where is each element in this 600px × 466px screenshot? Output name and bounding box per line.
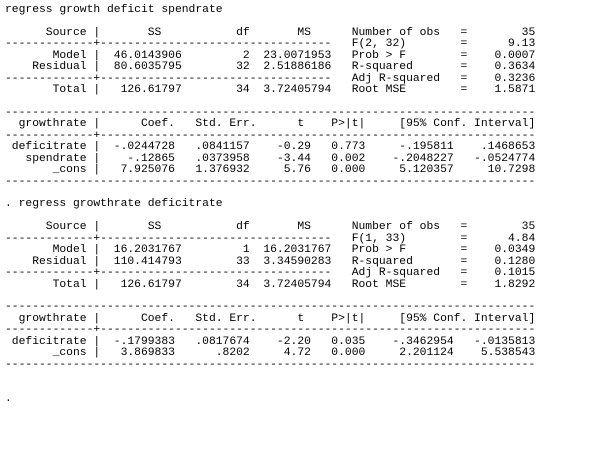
coef-row-cons: _cons | 3.869833 .8202 4.72 0.000 2.2011… bbox=[5, 347, 536, 360]
command-line: . regress growthrate deficitrate bbox=[5, 198, 223, 211]
anova-residual-row: Residual | 80.6035795 32 2.51886186 R-sq… bbox=[5, 61, 536, 74]
coef-row-cons: _cons | 7.925076 1.376932 5.76 0.000 5.1… bbox=[5, 164, 536, 177]
anova-total-row: Total | 126.61797 34 3.72405794 Root MSE… bbox=[5, 84, 536, 97]
coef-table-divider-row: -------------+--------------------------… bbox=[5, 324, 536, 337]
anova-divider-row: -------------+--------------------------… bbox=[5, 72, 536, 85]
anova-model-row: Model | 16.2031767 1 16.2031767 Prob > F… bbox=[5, 244, 536, 257]
coef-row-spendrate: spendrate | -.12865 .0373958 -3.44 0.002… bbox=[5, 152, 536, 165]
coef-row-deficitrate: deficitrate | -.1799383 .0817674 -2.20 0… bbox=[5, 335, 536, 348]
anova-total-row: Total | 126.61797 34 3.72405794 Root MSE… bbox=[5, 278, 536, 291]
coef-table-bottom-rule: ----------------------------------------… bbox=[5, 175, 536, 188]
anova-divider-row: -------------+--------------------------… bbox=[5, 232, 536, 245]
anova-residual-row: Residual | 110.414793 33 3.34590283 R-sq… bbox=[5, 255, 536, 268]
anova-model-row: Model | 46.0143906 2 23.0071953 Prob > F… bbox=[5, 49, 536, 62]
blank-line bbox=[5, 371, 600, 382]
coef-table-top-rule: ----------------------------------------… bbox=[5, 301, 536, 314]
command-prompt[interactable]: . bbox=[5, 392, 12, 405]
coef-table-bottom-rule: ----------------------------------------… bbox=[5, 358, 536, 371]
blank-line bbox=[5, 382, 600, 393]
anova-divider-row: -------------+--------------------------… bbox=[5, 267, 536, 280]
command-line: regress growth deficit spendrate bbox=[5, 4, 223, 16]
coef-table-divider-row: -------------+--------------------------… bbox=[5, 129, 536, 142]
coef-table-header-row: growthrate | Coef. Std. Err. t P>|t| [95… bbox=[5, 118, 536, 131]
anova-header-row: Source | SS df MS Number of obs = 35 bbox=[5, 26, 536, 39]
coef-table-header-row: growthrate | Coef. Std. Err. t P>|t| [95… bbox=[5, 312, 536, 325]
anova-header-row: Source | SS df MS Number of obs = 35 bbox=[5, 221, 536, 234]
coef-table-top-rule: ----------------------------------------… bbox=[5, 106, 536, 119]
coef-row-deficitrate: deficitrate | -.0244728 .0841157 -0.29 0… bbox=[5, 141, 536, 154]
anova-divider-row: -------------+--------------------------… bbox=[5, 38, 536, 51]
